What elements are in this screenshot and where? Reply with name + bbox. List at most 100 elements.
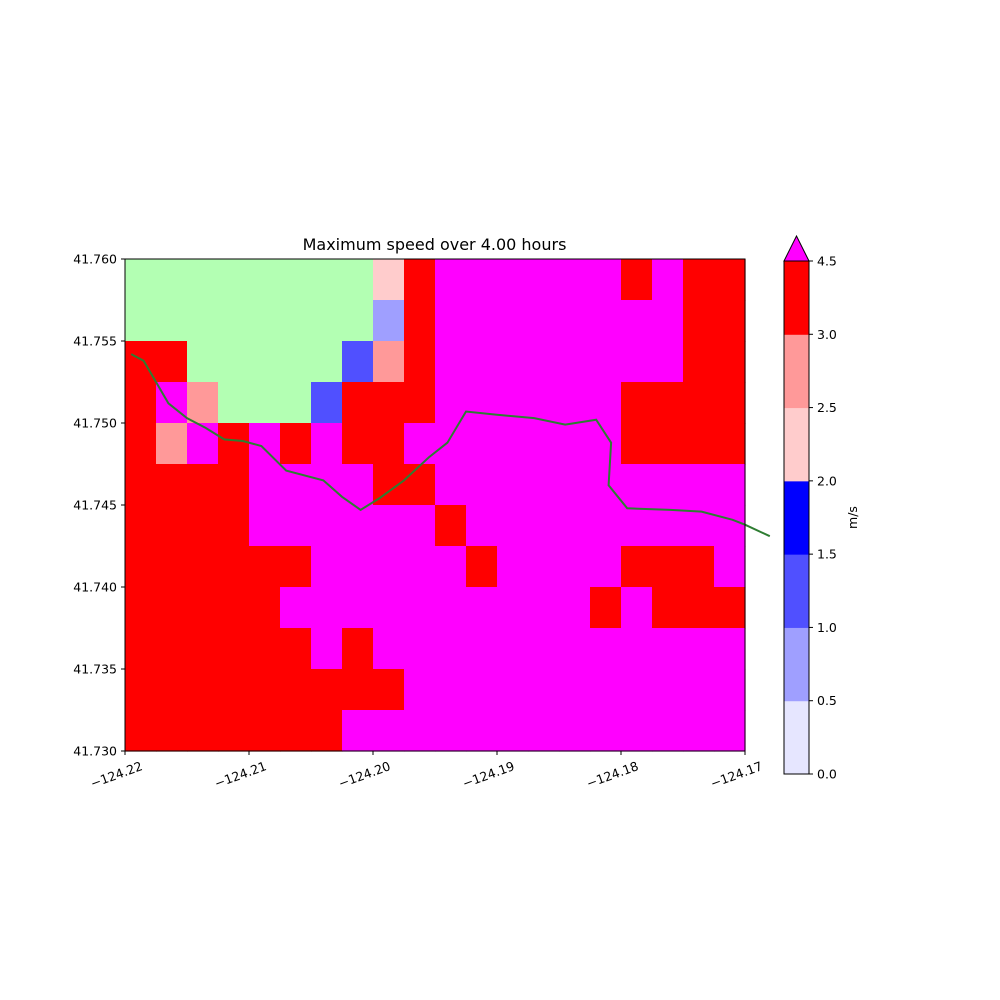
- heatmap-cell: [156, 259, 188, 301]
- heatmap-cell: [621, 505, 653, 547]
- heatmap-cell: [249, 259, 281, 301]
- heatmap-cell: [559, 341, 591, 383]
- x-tick-label: −124.19: [460, 758, 516, 791]
- heatmap-cell: [466, 628, 498, 670]
- x-tick-label: −124.22: [88, 758, 144, 791]
- heatmap-cell: [342, 505, 374, 547]
- heatmap-cell: [125, 669, 157, 711]
- heatmap-cell: [621, 423, 653, 465]
- heatmap-cell: [528, 300, 560, 342]
- heatmap-cell: [249, 505, 281, 547]
- heatmap-cell: [156, 628, 188, 670]
- heatmap-cell: [342, 628, 374, 670]
- heatmap-cell: [311, 300, 343, 342]
- heatmap-cell: [280, 382, 312, 424]
- heatmap-cell: [311, 587, 343, 629]
- heatmap-cell: [683, 546, 715, 588]
- heatmap-cell: [311, 341, 343, 383]
- heatmap-cell: [218, 464, 250, 506]
- heatmap-cell: [280, 259, 312, 301]
- colorbar-extend-arrow: [783, 234, 810, 262]
- heatmap-cell: [404, 628, 436, 670]
- chart-title: Maximum speed over 4.00 hours: [303, 235, 567, 254]
- colorbar-segment: [784, 261, 809, 335]
- heatmap-cell: [590, 423, 622, 465]
- heatmap-cell: [652, 259, 684, 301]
- heatmap-cell: [435, 259, 467, 301]
- heatmap-cell: [342, 669, 374, 711]
- heatmap-cell: [311, 669, 343, 711]
- heatmap-cell: [683, 669, 715, 711]
- heatmap-cell: [342, 382, 374, 424]
- heatmap-cell: [373, 628, 405, 670]
- heatmap-cell: [435, 505, 467, 547]
- heatmap-cell: [125, 259, 157, 301]
- heatmap-cell: [187, 628, 219, 670]
- heatmap-cell: [497, 546, 529, 588]
- heatmap-cell: [218, 382, 250, 424]
- heatmap-cell: [404, 587, 436, 629]
- heatmap-cell: [187, 259, 219, 301]
- heatmap-cell: [714, 464, 746, 506]
- heatmap-cell: [559, 300, 591, 342]
- y-tick-label: 41.750: [73, 416, 117, 431]
- heatmap-cell: [125, 505, 157, 547]
- heatmap-cell: [621, 587, 653, 629]
- x-tick-label: −124.21: [212, 758, 268, 791]
- heatmap-cell: [559, 710, 591, 752]
- heatmap-cell: [621, 382, 653, 424]
- colorbar-segment: [784, 554, 809, 628]
- heatmap-cell: [652, 710, 684, 752]
- heatmap-cell: [590, 587, 622, 629]
- heatmap-cell: [714, 628, 746, 670]
- heatmap-cell: [497, 628, 529, 670]
- heatmap-cell: [218, 505, 250, 547]
- heatmap-cell: [559, 546, 591, 588]
- heatmap-cell: [621, 259, 653, 301]
- x-tick-label: −124.17: [708, 758, 764, 791]
- heatmap-cell: [249, 710, 281, 752]
- heatmap-cell: [590, 259, 622, 301]
- heatmap-cell: [280, 423, 312, 465]
- heatmap-cell: [125, 710, 157, 752]
- heatmap-cell: [280, 669, 312, 711]
- heatmap-cell: [466, 505, 498, 547]
- heatmap-cell: [404, 710, 436, 752]
- heatmap-cell: [435, 300, 467, 342]
- heatmap-cell: [342, 423, 374, 465]
- heatmap-cell: [683, 382, 715, 424]
- heatmap-cell: [435, 464, 467, 506]
- heatmap-cell: [404, 341, 436, 383]
- heatmap-cell: [435, 710, 467, 752]
- heatmap-cell: [621, 546, 653, 588]
- colorbar-segment: [784, 480, 809, 555]
- heatmap-cell: [652, 341, 684, 383]
- heatmap-cell: [714, 546, 746, 588]
- heatmap-cell: [280, 628, 312, 670]
- heatmap-cell: [652, 546, 684, 588]
- heatmap-cell: [218, 341, 250, 383]
- heatmap-cell: [683, 300, 715, 342]
- heatmap-cell: [528, 505, 560, 547]
- heatmap-cell: [311, 546, 343, 588]
- heatmap-cell: [187, 464, 219, 506]
- heatmap-cell: [590, 341, 622, 383]
- colorbar-tick-label: 3.0: [817, 327, 837, 342]
- heatmap-cell: [528, 259, 560, 301]
- heatmap-cell: [435, 341, 467, 383]
- heatmap-cell: [528, 628, 560, 670]
- heatmap-cell: [590, 669, 622, 711]
- heatmap-cell: [218, 546, 250, 588]
- heatmap-cell: [435, 628, 467, 670]
- heatmap-cell: [528, 464, 560, 506]
- heatmap-cell: [156, 382, 188, 424]
- y-tick-label: 41.745: [73, 498, 117, 513]
- heatmap-cell: [435, 546, 467, 588]
- heatmap-cell: [621, 341, 653, 383]
- heatmap-cell: [249, 546, 281, 588]
- heatmap-cell: [373, 505, 405, 547]
- colorbar-segment: [784, 627, 809, 702]
- heatmap-cell: [497, 505, 529, 547]
- heatmap-cell: [435, 382, 467, 424]
